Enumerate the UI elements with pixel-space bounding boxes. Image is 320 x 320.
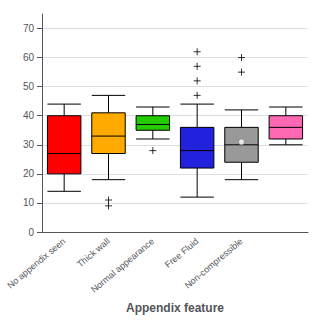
svg-text:40: 40: [23, 110, 35, 121]
svg-text:20: 20: [23, 168, 35, 179]
svg-text:Non-compressible: Non-compressible: [183, 236, 245, 290]
svg-text:10: 10: [23, 197, 35, 208]
svg-text:Free Fluid: Free Fluid: [163, 236, 200, 270]
svg-text:60: 60: [23, 52, 35, 63]
svg-text:50: 50: [23, 81, 35, 92]
svg-text:70: 70: [23, 23, 35, 34]
svg-text:30: 30: [23, 139, 35, 150]
svg-text:Thick wall: Thick wall: [75, 236, 112, 269]
svg-text:No appendix seen: No appendix seen: [5, 236, 67, 290]
svg-text:Normal appearance: Normal appearance: [89, 236, 156, 294]
svg-text:Appendix feature: Appendix feature: [126, 301, 224, 315]
svg-text:0: 0: [28, 227, 34, 238]
